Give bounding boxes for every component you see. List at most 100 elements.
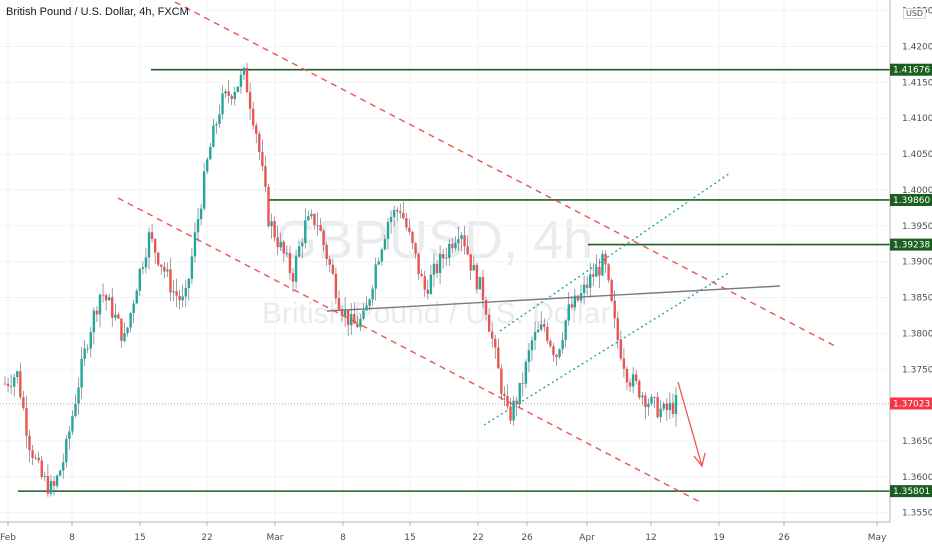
candle-body: [307, 216, 310, 221]
y-tick-label: 1.40000: [902, 186, 932, 196]
candle-body: [441, 254, 445, 259]
candle-body: [156, 252, 160, 265]
watermark: GBPUSD, 4h British Pound / U.S. Dollar: [262, 210, 610, 330]
candle-body: [212, 125, 215, 147]
candle-body: [638, 380, 641, 398]
candle-body: [389, 217, 393, 222]
last-price-tag-bg: [890, 397, 932, 410]
candle-body: [233, 91, 236, 99]
candle-body: [533, 332, 537, 341]
y-tick-label: 1.39500: [902, 222, 932, 232]
candle-body: [503, 393, 506, 396]
candle-body: [199, 208, 203, 220]
candle-body: [598, 266, 601, 276]
candle-body: [9, 385, 13, 387]
candle-body: [322, 230, 325, 245]
candle-body: [432, 263, 436, 275]
last-price-tag-label: 1.37023: [893, 399, 930, 409]
candle-body: [429, 274, 433, 294]
candle-body: [236, 86, 240, 92]
candle-body: [46, 476, 50, 494]
candle-body: [215, 123, 218, 126]
y-tick-label: 1.39000: [902, 258, 932, 268]
candle-body: [285, 253, 289, 254]
currency-badge[interactable]: USD: [903, 8, 927, 19]
candle-body: [487, 314, 491, 332]
candle-body: [258, 133, 261, 152]
candle-body: [80, 358, 83, 388]
candle-body: [89, 332, 92, 349]
candle-body: [196, 219, 200, 233]
candle-body: [481, 277, 485, 300]
candle-body: [399, 211, 402, 213]
candle-body: [221, 93, 224, 115]
candle-body: [163, 266, 166, 272]
candle-body: [518, 382, 521, 405]
x-tick-label: 12: [645, 533, 656, 543]
candle-body: [325, 244, 328, 260]
candle-body: [426, 289, 430, 294]
y-tick-label: 1.41500: [902, 78, 932, 88]
candle-body: [377, 261, 380, 265]
candle-body: [107, 297, 111, 301]
candle-body: [490, 331, 494, 339]
candle-body: [28, 435, 31, 451]
candle-body: [68, 431, 71, 439]
candle-body: [3, 383, 7, 385]
candle-body: [267, 186, 270, 227]
drawing-lines[interactable]: [0, 1, 890, 503]
candle-body: [497, 347, 500, 369]
x-tick-label: 22: [201, 533, 212, 543]
candle-body: [190, 256, 194, 279]
candle-body: [71, 415, 74, 432]
forecast-arrow-line: [677, 381, 703, 467]
candle-body: [279, 241, 282, 248]
candle-body: [536, 329, 540, 333]
candle-body: [40, 460, 43, 477]
candle-body: [175, 291, 178, 296]
candle-body: [558, 349, 561, 357]
candle-body: [22, 397, 25, 409]
candle-body: [411, 231, 414, 244]
level-tag-bg: [890, 485, 932, 498]
x-tick-label: 8: [340, 533, 346, 543]
candle-body: [43, 476, 47, 477]
candle-body: [34, 457, 37, 459]
candle-body: [619, 340, 623, 359]
candle-body: [625, 368, 629, 383]
candle-body: [169, 269, 172, 293]
candle-body: [582, 284, 586, 294]
candle-body: [405, 218, 408, 228]
candle-body: [451, 243, 454, 249]
candle-body: [153, 239, 157, 253]
candle-body: [509, 406, 512, 421]
price-tags: 1.41676 1.39860 1.39238 1.35801 1.37023: [890, 63, 932, 498]
candle-body: [353, 314, 356, 324]
candle-body: [319, 225, 322, 231]
candle-body: [671, 402, 675, 414]
x-tick-label: May: [868, 533, 887, 543]
candle-body: [469, 254, 472, 271]
candle-body: [460, 235, 463, 240]
candle-body: [417, 253, 420, 275]
trendline: [326, 285, 781, 312]
candle-body: [297, 246, 301, 257]
candle-body: [668, 402, 672, 411]
candle-body: [362, 310, 365, 319]
currency-label: USD: [906, 9, 924, 18]
candle-body: [478, 277, 482, 290]
candle-body: [463, 235, 466, 247]
candle-body: [224, 91, 227, 94]
candle-body: [423, 276, 426, 290]
x-tick-label: 26: [778, 533, 790, 543]
chart-title: British Pound / U.S. Dollar, 4h, FXCM: [6, 6, 189, 18]
y-tick-label: 1.38000: [902, 329, 932, 339]
candle-body: [288, 253, 292, 274]
x-tick-label: 22: [472, 533, 483, 543]
y-tick-label: 1.35500: [902, 509, 932, 519]
candle-body: [135, 290, 138, 304]
candle-body: [62, 462, 65, 471]
x-tick-label: Mar: [267, 533, 284, 543]
